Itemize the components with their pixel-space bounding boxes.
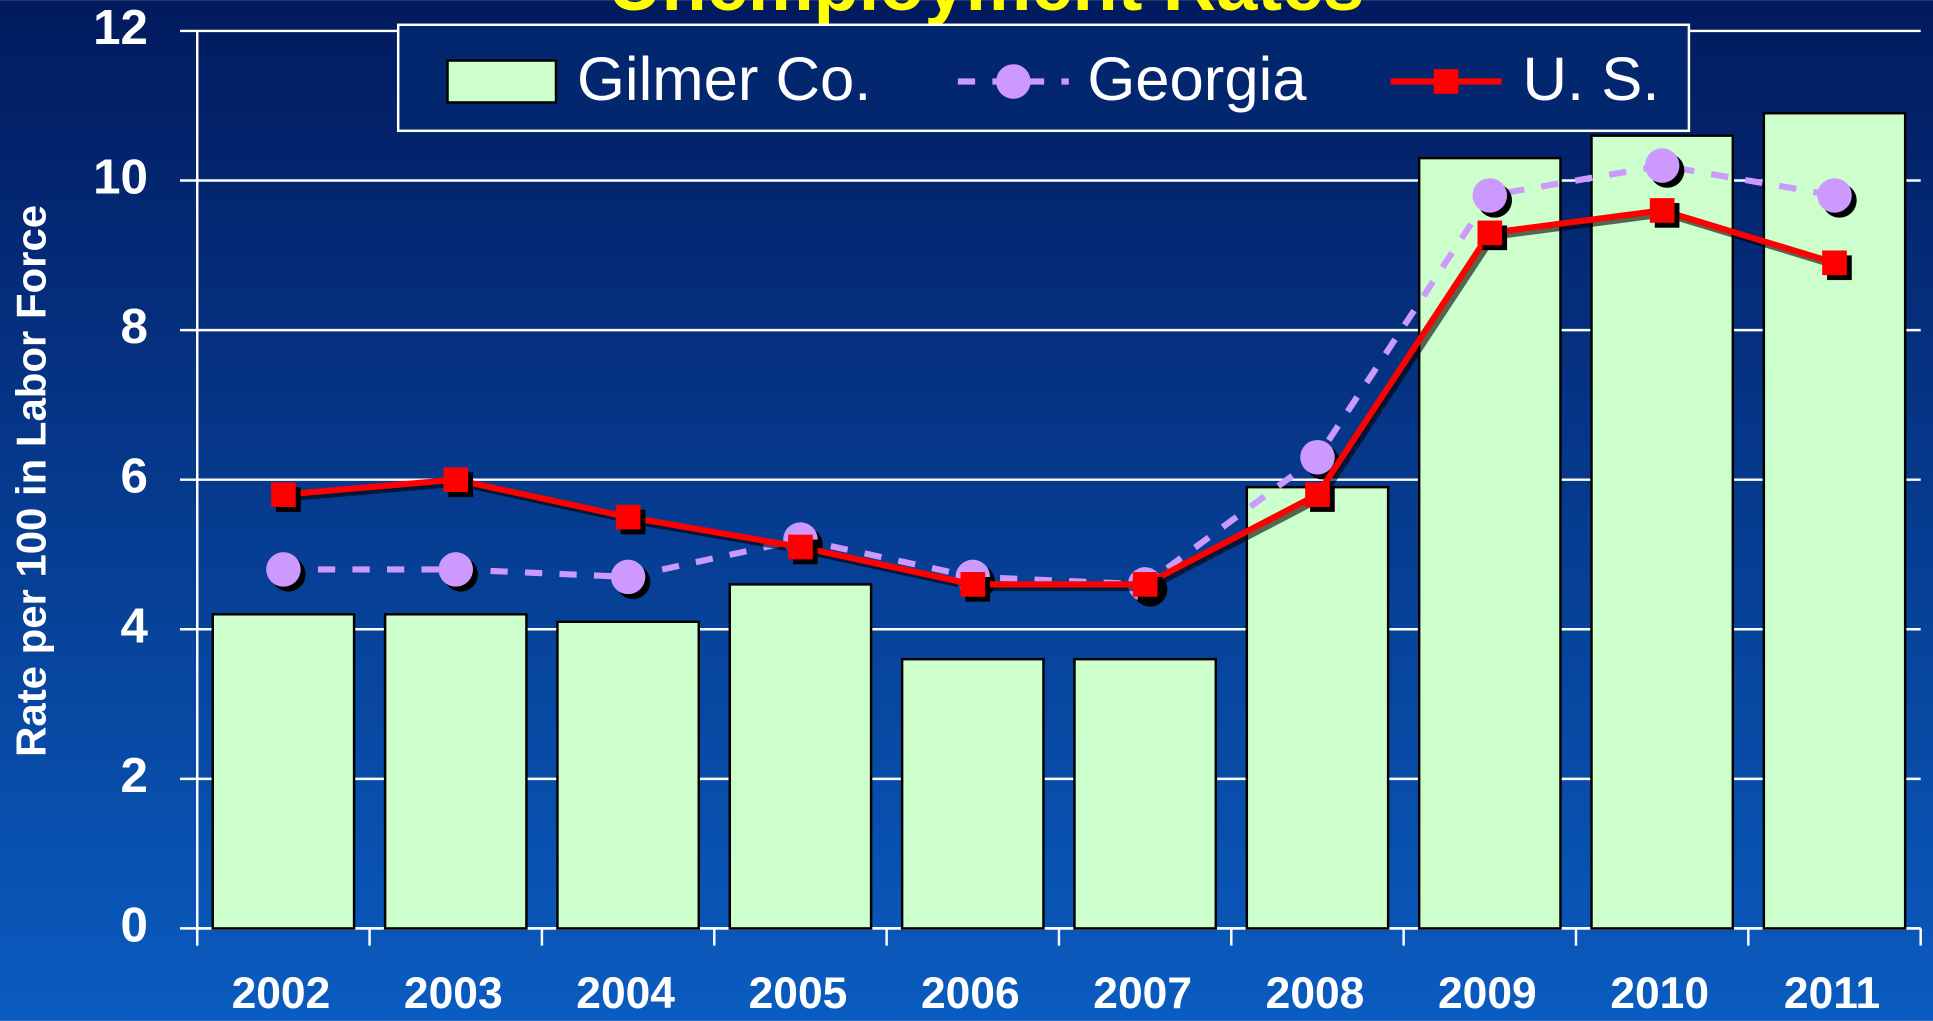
bar (1073, 657, 1218, 930)
chart-title: Unemployment Rates (608, 0, 1364, 26)
bar (1417, 156, 1562, 930)
legend (396, 23, 1691, 133)
bar (900, 657, 1045, 930)
y-axis-label: Rate per 100 in Labor Force (8, 205, 55, 757)
marker (443, 467, 469, 493)
bar (1762, 111, 1907, 930)
marker (960, 572, 986, 597)
y-tick-label: 8 (121, 299, 148, 354)
marker (438, 552, 474, 587)
x-tick-label: 2002 (232, 969, 331, 1018)
bar (728, 583, 873, 930)
line (283, 207, 1836, 588)
x-tick-label: 2010 (1610, 969, 1709, 1018)
line (283, 162, 1836, 588)
marker (615, 504, 641, 530)
x-tick-label: 2008 (1266, 969, 1365, 1018)
marker (266, 552, 301, 587)
y-tick-label: 0 (121, 897, 148, 952)
marker (1305, 482, 1330, 507)
marker (1817, 178, 1852, 213)
x-tick-label: 2006 (921, 969, 1020, 1018)
x-tick-label: 2003 (404, 969, 503, 1018)
y-tick-label: 6 (121, 449, 148, 504)
bar (556, 620, 700, 930)
x-tick-label: 2007 (1093, 969, 1192, 1018)
bar (383, 613, 528, 930)
marker (1300, 439, 1335, 475)
bar (211, 613, 356, 930)
marker (1132, 572, 1158, 597)
x-tick-label: 2004 (576, 969, 675, 1018)
marker (610, 559, 646, 595)
legend-label: U. S. (1522, 45, 1659, 114)
marker (1649, 198, 1675, 223)
x-tick-label: 2005 (749, 969, 848, 1018)
legend-swatch (446, 59, 558, 104)
marker (1472, 178, 1508, 213)
bar (1590, 134, 1735, 930)
legend-label: Gilmer Co. (577, 45, 871, 114)
marker (1644, 148, 1680, 183)
marker (788, 534, 813, 560)
marker (1822, 250, 1847, 276)
marker (1477, 220, 1503, 246)
legend-marker (1433, 69, 1459, 94)
y-tick-label: 10 (93, 150, 148, 205)
bar (1245, 485, 1390, 930)
x-tick-label: 2011 (1784, 969, 1880, 1018)
legend-marker (996, 64, 1031, 99)
y-tick-label: 4 (121, 598, 149, 653)
y-tick-label: 2 (121, 748, 148, 803)
legend-label: Georgia (1087, 45, 1307, 114)
y-tick-label: 12 (93, 0, 148, 55)
x-tick-label: 2009 (1438, 969, 1537, 1018)
marker (271, 482, 296, 507)
